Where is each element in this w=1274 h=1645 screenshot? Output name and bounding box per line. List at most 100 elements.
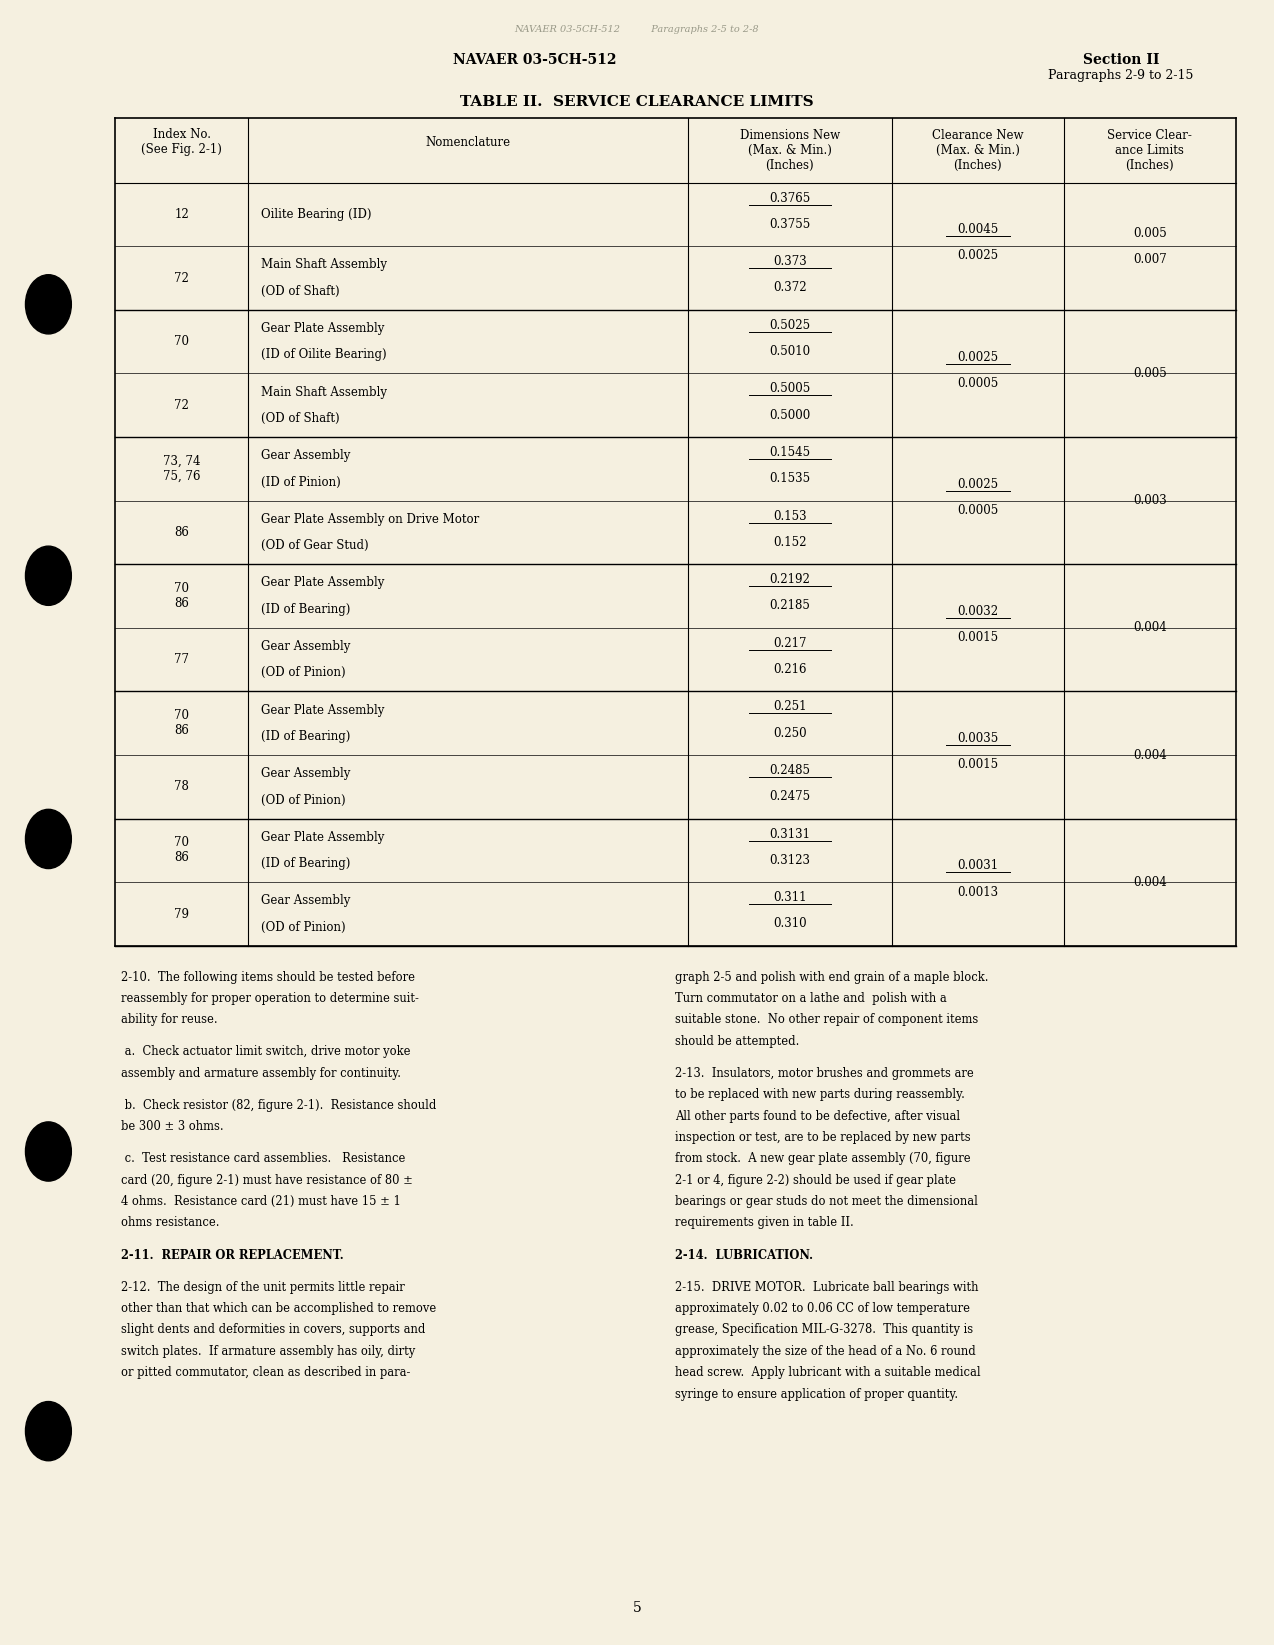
- Text: 78: 78: [175, 780, 189, 793]
- Text: 0.216: 0.216: [773, 663, 806, 676]
- Text: 0.3123: 0.3123: [769, 854, 810, 867]
- Text: ohms resistance.: ohms resistance.: [121, 1217, 219, 1229]
- Text: 70
86: 70 86: [175, 582, 189, 610]
- Text: 2-1 or 4, figure 2-2) should be used if gear plate: 2-1 or 4, figure 2-2) should be used if …: [675, 1175, 957, 1186]
- Text: 0.2475: 0.2475: [769, 790, 810, 803]
- Text: 0.373: 0.373: [773, 255, 806, 268]
- Text: 0.005: 0.005: [1133, 367, 1167, 380]
- Text: 0.311: 0.311: [773, 892, 806, 905]
- Text: 0.004: 0.004: [1133, 748, 1167, 762]
- Text: 0.0025: 0.0025: [957, 250, 999, 263]
- Text: 0.2192: 0.2192: [769, 572, 810, 586]
- Text: card (20, figure 2-1) must have resistance of 80 ±: card (20, figure 2-1) must have resistan…: [121, 1175, 413, 1186]
- Text: Gear Plate Assembly: Gear Plate Assembly: [261, 831, 385, 844]
- Text: 0.251: 0.251: [773, 701, 806, 714]
- Text: 0.003: 0.003: [1133, 494, 1167, 507]
- Text: approximately the size of the head of a No. 6 round: approximately the size of the head of a …: [675, 1346, 976, 1357]
- Text: (OD of Shaft): (OD of Shaft): [261, 411, 340, 424]
- Text: 0.0045: 0.0045: [957, 224, 999, 237]
- Text: bearings or gear studs do not meet the dimensional: bearings or gear studs do not meet the d…: [675, 1196, 978, 1207]
- Text: (OD of Pinion): (OD of Pinion): [261, 921, 345, 934]
- Text: reassembly for proper operation to determine suit-: reassembly for proper operation to deter…: [121, 992, 419, 1005]
- Text: 0.3755: 0.3755: [769, 217, 810, 230]
- Text: (ID of Bearing): (ID of Bearing): [261, 857, 350, 870]
- Text: 73, 74
75, 76: 73, 74 75, 76: [163, 454, 200, 484]
- Text: Gear Assembly: Gear Assembly: [261, 895, 350, 908]
- Text: Section II: Section II: [1083, 53, 1159, 67]
- Text: 0.0005: 0.0005: [957, 377, 999, 390]
- Text: 0.1545: 0.1545: [769, 446, 810, 459]
- Text: 2-13.  Insulators, motor brushes and grommets are: 2-13. Insulators, motor brushes and grom…: [675, 1068, 973, 1079]
- Text: 0.3765: 0.3765: [769, 191, 810, 204]
- Text: 2-11.  REPAIR OR REPLACEMENT.: 2-11. REPAIR OR REPLACEMENT.: [121, 1249, 344, 1262]
- Text: 0.0025: 0.0025: [957, 350, 999, 364]
- Text: ability for reuse.: ability for reuse.: [121, 1013, 218, 1026]
- Text: 2-15.  DRIVE MOTOR.  Lubricate ball bearings with: 2-15. DRIVE MOTOR. Lubricate ball bearin…: [675, 1281, 978, 1293]
- Text: Nomenclature: Nomenclature: [426, 137, 511, 148]
- Text: Main Shaft Assembly: Main Shaft Assembly: [261, 258, 387, 271]
- Text: 0.5025: 0.5025: [769, 319, 810, 332]
- Text: 0.004: 0.004: [1133, 875, 1167, 888]
- Text: 0.0015: 0.0015: [957, 632, 999, 645]
- Text: (ID of Bearing): (ID of Bearing): [261, 730, 350, 744]
- Text: Gear Plate Assembly: Gear Plate Assembly: [261, 322, 385, 336]
- Text: 2-12.  The design of the unit permits little repair: 2-12. The design of the unit permits lit…: [121, 1281, 405, 1293]
- Text: (ID of Pinion): (ID of Pinion): [261, 475, 341, 489]
- Text: 0.310: 0.310: [773, 918, 806, 931]
- Text: syringe to ensure application of proper quantity.: syringe to ensure application of proper …: [675, 1388, 958, 1400]
- Text: 0.3131: 0.3131: [769, 827, 810, 841]
- Text: b.  Check resistor (82, figure 2-1).  Resistance should: b. Check resistor (82, figure 2-1). Resi…: [121, 1099, 437, 1112]
- Text: 0.0005: 0.0005: [957, 503, 999, 517]
- Text: Clearance New
(Max. & Min.)
(Inches): Clearance New (Max. & Min.) (Inches): [933, 128, 1023, 173]
- Text: suitable stone.  No other repair of component items: suitable stone. No other repair of compo…: [675, 1013, 978, 1026]
- Text: 0.007: 0.007: [1133, 253, 1167, 266]
- Text: be 300 ± 3 ohms.: be 300 ± 3 ohms.: [121, 1120, 224, 1133]
- Text: (OD of Pinion): (OD of Pinion): [261, 666, 345, 679]
- Text: TABLE II.  SERVICE CLEARANCE LIMITS: TABLE II. SERVICE CLEARANCE LIMITS: [460, 95, 814, 110]
- Text: 2-10.  The following items should be tested before: 2-10. The following items should be test…: [121, 971, 415, 984]
- Text: 0.152: 0.152: [773, 536, 806, 549]
- Text: 0.005: 0.005: [1133, 227, 1167, 240]
- Text: 0.250: 0.250: [773, 727, 806, 740]
- Text: NAVAER 03-5CH-512: NAVAER 03-5CH-512: [454, 53, 617, 67]
- Text: 77: 77: [175, 653, 189, 666]
- Text: a.  Check actuator limit switch, drive motor yoke: a. Check actuator limit switch, drive mo…: [121, 1046, 410, 1058]
- Text: grease, Specification MIL-G-3278.  This quantity is: grease, Specification MIL-G-3278. This q…: [675, 1324, 973, 1336]
- Text: Index No.
(See Fig. 2-1): Index No. (See Fig. 2-1): [141, 128, 222, 156]
- Circle shape: [25, 809, 71, 869]
- Text: inspection or test, are to be replaced by new parts: inspection or test, are to be replaced b…: [675, 1132, 971, 1143]
- Text: 0.2485: 0.2485: [769, 763, 810, 776]
- Text: switch plates.  If armature assembly has oily, dirty: switch plates. If armature assembly has …: [121, 1346, 415, 1357]
- Text: to be replaced with new parts during reassembly.: to be replaced with new parts during rea…: [675, 1089, 966, 1101]
- Text: Gear Plate Assembly on Drive Motor: Gear Plate Assembly on Drive Motor: [261, 513, 479, 526]
- Text: Gear Plate Assembly: Gear Plate Assembly: [261, 576, 385, 589]
- Text: should be attempted.: should be attempted.: [675, 1035, 800, 1048]
- Text: 72: 72: [175, 271, 189, 285]
- Circle shape: [25, 1122, 71, 1181]
- Text: 0.0035: 0.0035: [957, 732, 999, 745]
- Text: c.  Test resistance card assemblies.   Resistance: c. Test resistance card assemblies. Resi…: [121, 1153, 405, 1165]
- Text: Main Shaft Assembly: Main Shaft Assembly: [261, 385, 387, 398]
- Text: 86: 86: [175, 526, 189, 540]
- Text: 0.217: 0.217: [773, 637, 806, 650]
- Text: 0.0013: 0.0013: [957, 885, 999, 898]
- Text: (OD of Gear Stud): (OD of Gear Stud): [261, 540, 368, 553]
- Text: or pitted commutator, clean as described in para-: or pitted commutator, clean as described…: [121, 1367, 410, 1379]
- Text: 2-14.  LUBRICATION.: 2-14. LUBRICATION.: [675, 1249, 813, 1262]
- Text: graph 2-5 and polish with end grain of a maple block.: graph 2-5 and polish with end grain of a…: [675, 971, 989, 984]
- Text: 0.5005: 0.5005: [769, 382, 810, 395]
- Text: 0.0031: 0.0031: [957, 859, 999, 872]
- Text: 0.004: 0.004: [1133, 622, 1167, 635]
- Text: 79: 79: [175, 908, 189, 921]
- Text: NAVAER 03-5CH-512          Paragraphs 2-5 to 2-8: NAVAER 03-5CH-512 Paragraphs 2-5 to 2-8: [515, 25, 759, 33]
- Text: 70: 70: [175, 336, 189, 349]
- Circle shape: [25, 275, 71, 334]
- Text: 12: 12: [175, 207, 189, 220]
- Text: 5: 5: [633, 1601, 641, 1615]
- Text: 0.2185: 0.2185: [769, 599, 810, 612]
- Text: Service Clear-
ance Limits
(Inches): Service Clear- ance Limits (Inches): [1107, 128, 1192, 173]
- Text: Turn commutator on a lathe and  polish with a: Turn commutator on a lathe and polish wi…: [675, 992, 947, 1005]
- Text: 0.0032: 0.0032: [957, 605, 999, 619]
- Text: 0.0025: 0.0025: [957, 477, 999, 490]
- Text: slight dents and deformities in covers, supports and: slight dents and deformities in covers, …: [121, 1324, 426, 1336]
